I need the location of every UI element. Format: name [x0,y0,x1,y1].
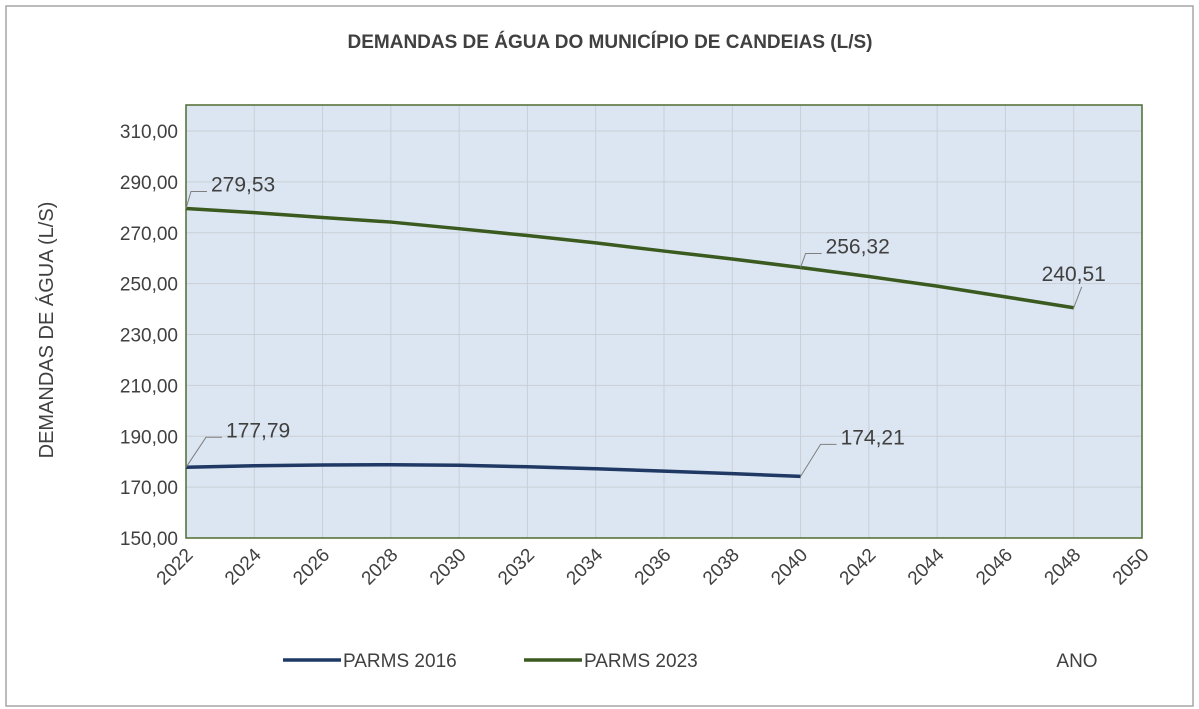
y-tick-label: 310,00 [120,122,178,143]
data-label: 177,79 [226,419,290,442]
x-axis-label: ANO [1056,651,1097,672]
legend-label: PARMS 2023 [584,651,698,672]
y-tick-label: 210,00 [120,376,178,397]
data-label: 240,51 [1042,263,1106,286]
y-tick-label: 290,00 [120,173,178,194]
y-tick-label: 250,00 [120,275,178,296]
y-tick-label: 150,00 [120,529,178,550]
series-line [185,206,1074,310]
chart-title: DEMANDAS DE ÁGUA DO MUNICÍPIO DE CANDEIA… [348,31,873,53]
label-leader [1073,286,1083,308]
y-tick-label: 270,00 [120,224,178,245]
y-tick-label: 190,00 [120,427,178,448]
y-tick-label: 170,00 [120,478,178,499]
data-label: 174,21 [841,426,905,449]
data-label: 279,53 [211,174,275,197]
series-line [185,462,801,479]
label-leader [185,436,222,468]
label-leader [800,253,822,268]
plot-border [185,104,1143,539]
y-tick-label: 230,00 [120,326,178,347]
legend-label: PARMS 2016 [343,651,457,672]
label-leader [800,443,837,477]
label-leader [185,191,207,209]
data-label: 256,32 [826,236,890,259]
y-axis-label: DEMANDAS DE ÁGUA (L/S) [35,202,58,459]
